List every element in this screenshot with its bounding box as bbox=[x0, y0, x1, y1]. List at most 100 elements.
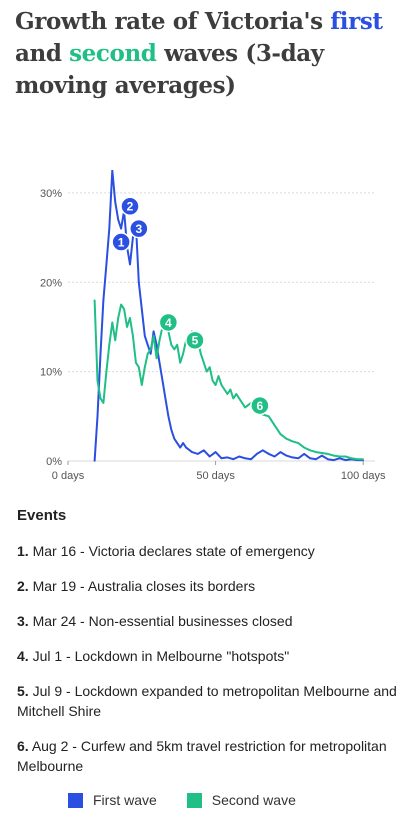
data-point-second-wave bbox=[202, 361, 205, 364]
data-point-second-wave bbox=[182, 352, 184, 355]
data-point-first-wave bbox=[158, 361, 161, 364]
data-point-second-wave bbox=[217, 375, 220, 377]
data-point-second-wave bbox=[129, 317, 131, 319]
data-point-first-wave bbox=[108, 227, 111, 230]
data-point-second-wave bbox=[214, 384, 217, 386]
data-point-second-wave bbox=[200, 352, 202, 355]
data-point-first-wave bbox=[297, 457, 300, 460]
event-item-1: 1. Mar 16 - Victoria declares state of e… bbox=[17, 541, 402, 561]
event-date: Mar 16 bbox=[32, 543, 77, 559]
data-point-first-wave bbox=[315, 458, 317, 461]
data-point-first-wave bbox=[143, 335, 146, 337]
data-point-second-wave bbox=[226, 393, 229, 395]
data-point-first-wave bbox=[232, 458, 235, 461]
series-line-first-wave bbox=[93, 170, 364, 462]
data-point-first-wave bbox=[176, 442, 179, 444]
data-point-second-wave bbox=[297, 442, 300, 444]
event-marker-2 bbox=[120, 196, 140, 217]
data-point-first-wave bbox=[279, 451, 282, 453]
data-point-first-wave bbox=[273, 455, 276, 458]
data-point-first-wave bbox=[155, 344, 158, 346]
data-point-first-wave bbox=[208, 455, 211, 458]
data-point-first-wave bbox=[344, 459, 347, 461]
data-point-first-wave bbox=[220, 457, 223, 460]
x-tick-label: 50 days bbox=[196, 470, 235, 482]
legend-item-second-wave: Second wave bbox=[186, 792, 296, 808]
event-date: Jul 1 bbox=[32, 648, 63, 664]
data-point-first-wave bbox=[326, 458, 329, 461]
data-point-second-wave bbox=[232, 397, 235, 400]
event-text: - Victoria declares state of emergency bbox=[76, 543, 315, 559]
event-number: 1. bbox=[17, 543, 29, 559]
data-point-first-wave bbox=[152, 330, 155, 333]
event-text: - Lockdown expanded to metropolitan Melb… bbox=[17, 683, 397, 719]
data-point-second-wave bbox=[326, 453, 329, 455]
data-point-second-wave bbox=[143, 366, 146, 368]
event-date: Jul 9 bbox=[32, 683, 63, 699]
data-point-first-wave bbox=[99, 352, 102, 355]
data-point-second-wave bbox=[211, 379, 214, 382]
data-point-second-wave bbox=[173, 348, 176, 351]
y-tick-label: 20% bbox=[40, 277, 62, 289]
data-point-second-wave bbox=[105, 370, 108, 373]
event-marker-label: 2 bbox=[127, 200, 134, 214]
data-point-second-wave bbox=[291, 440, 294, 443]
data-point-second-wave bbox=[132, 335, 134, 337]
event-marker-4 bbox=[158, 312, 179, 333]
event-marker-label: 1 bbox=[118, 235, 125, 249]
data-point-first-wave bbox=[149, 352, 152, 355]
data-point-second-wave bbox=[229, 388, 232, 391]
data-point-second-wave bbox=[279, 433, 282, 435]
data-point-first-wave bbox=[170, 428, 173, 431]
data-point-second-wave bbox=[111, 321, 114, 324]
data-point-first-wave bbox=[93, 460, 96, 462]
event-text: - Lockdown in Melbourne "hotspots" bbox=[62, 648, 290, 664]
title-part3: waves (3-day moving averages) bbox=[15, 40, 324, 99]
event-marker-5 bbox=[185, 330, 205, 351]
title-second-word: second bbox=[69, 40, 157, 67]
data-point-second-wave bbox=[149, 348, 152, 351]
data-point-second-wave bbox=[238, 397, 241, 400]
event-item-4: 4. Jul 1 - Lockdown in Melbourne "hotspo… bbox=[17, 646, 402, 666]
events-list: Events 1. Mar 16 - Victoria declares sta… bbox=[17, 506, 402, 791]
data-point-second-wave bbox=[176, 344, 179, 346]
data-point-second-wave bbox=[356, 458, 359, 461]
legend-swatch-second-wave bbox=[186, 792, 202, 808]
data-point-second-wave bbox=[303, 446, 305, 449]
title-first-word: first bbox=[330, 8, 383, 35]
x-tick-label: 100 days bbox=[341, 470, 386, 482]
event-marker-label: 6 bbox=[257, 399, 264, 413]
data-point-second-wave bbox=[344, 455, 347, 458]
data-point-second-wave bbox=[338, 455, 341, 458]
data-point-first-wave bbox=[338, 457, 341, 460]
event-date: Mar 24 bbox=[32, 613, 77, 629]
title-part2: and bbox=[15, 40, 70, 67]
data-point-first-wave bbox=[197, 453, 199, 455]
data-point-first-wave bbox=[267, 453, 270, 455]
data-point-second-wave bbox=[223, 388, 226, 391]
data-point-second-wave bbox=[108, 344, 111, 346]
data-point-second-wave bbox=[309, 449, 311, 452]
event-number: 3. bbox=[17, 613, 29, 629]
data-point-second-wave bbox=[321, 452, 323, 454]
data-point-first-wave bbox=[117, 218, 119, 221]
data-point-second-wave bbox=[205, 370, 208, 373]
legend-item-first-wave: First wave bbox=[68, 792, 157, 808]
event-item-3: 3. Mar 24 - Non-essential businesses clo… bbox=[17, 611, 402, 631]
data-point-first-wave bbox=[191, 451, 193, 453]
data-point-second-wave bbox=[152, 335, 155, 337]
data-point-first-wave bbox=[179, 446, 181, 449]
data-point-first-wave bbox=[105, 263, 108, 266]
data-point-second-wave bbox=[158, 339, 161, 342]
data-point-second-wave bbox=[267, 415, 270, 418]
data-point-first-wave bbox=[167, 415, 170, 418]
data-point-first-wave bbox=[182, 442, 184, 444]
event-marker-label: 4 bbox=[165, 316, 172, 330]
data-point-first-wave bbox=[111, 170, 114, 172]
event-item-5: 5. Jul 9 - Lockdown expanded to metropol… bbox=[17, 681, 402, 721]
title-part1: Growth rate of Victoria's bbox=[15, 8, 331, 35]
data-point-first-wave bbox=[164, 397, 167, 400]
data-point-first-wave bbox=[256, 453, 258, 455]
y-tick-label: 0% bbox=[46, 456, 62, 468]
chart-title: Growth rate of Victoria's first and seco… bbox=[15, 6, 405, 102]
